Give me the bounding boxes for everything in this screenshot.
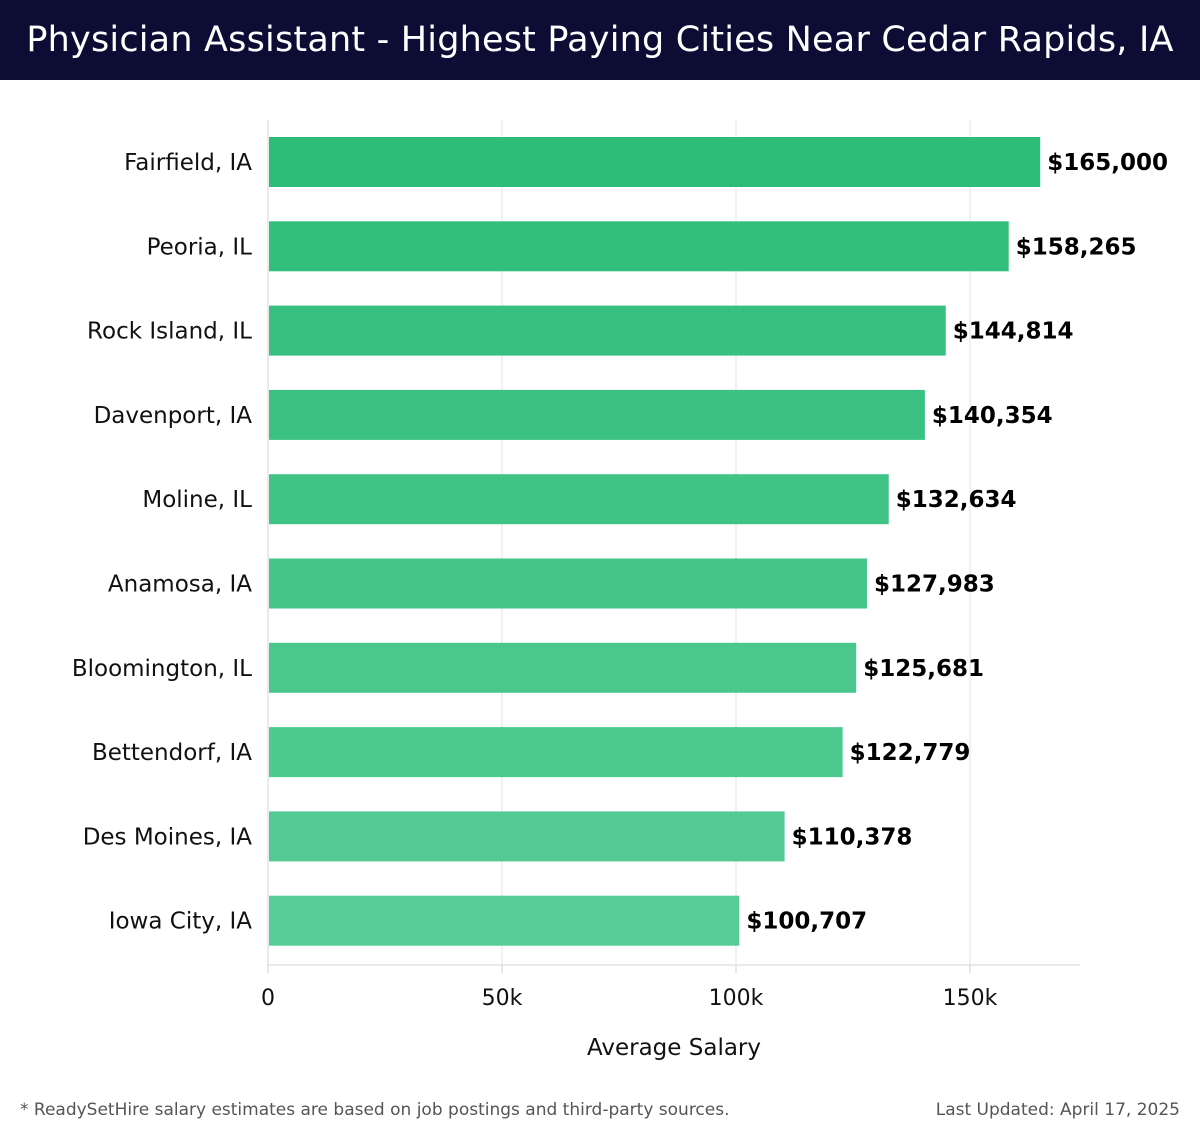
bar [269, 474, 889, 525]
bar [269, 305, 946, 356]
bars [269, 137, 1041, 946]
header-bar: Physician Assistant - Highest Paying Cit… [0, 0, 1200, 80]
category-label: Fairfield, IA [124, 150, 252, 176]
value-label: $100,707 [746, 909, 867, 935]
value-label: $158,265 [1016, 234, 1137, 260]
axes [267, 120, 1080, 973]
category-label: Anamosa, IA [108, 572, 252, 598]
category-label: Peoria, IL [147, 234, 253, 260]
x-tick-label: 150k [943, 986, 998, 1011]
chart-title: Physician Assistant - Highest Paying Cit… [26, 20, 1174, 60]
last-updated: Last Updated: April 17, 2025 [935, 1100, 1180, 1120]
bar [269, 727, 843, 778]
value-label: $127,983 [874, 572, 995, 598]
value-label: $110,378 [792, 824, 913, 850]
x-tick-label: 50k [482, 986, 523, 1011]
bar-chart: 0 50k 100k 150k Fairfield, IA $165,000 Peoria,… [72, 120, 1168, 1061]
bar [269, 895, 740, 946]
value-label: $144,814 [953, 319, 1074, 345]
x-tick-label: 0 [261, 986, 275, 1011]
category-label: Rock Island, IL [87, 319, 252, 345]
category-label: Davenport, IA [94, 403, 253, 429]
labels: 0 50k 100k 150k Fairfield, IA $165,000 Peoria,… [72, 150, 1168, 1011]
bar [269, 137, 1041, 187]
bar [269, 558, 867, 609]
category-label: Bettendorf, IA [92, 740, 252, 766]
value-label: $165,000 [1047, 150, 1168, 176]
bar [269, 811, 785, 862]
value-label: $122,779 [850, 740, 971, 766]
x-tick-label: 100k [709, 986, 764, 1011]
footer-note: * ReadySetHire salary estimates are base… [20, 1100, 730, 1120]
category-label: Moline, IL [142, 487, 252, 513]
value-label: $125,681 [863, 656, 984, 682]
x-axis-title: Average Salary [587, 1035, 761, 1061]
category-label: Des Moines, IA [83, 824, 253, 850]
category-label: Iowa City, IA [109, 909, 253, 935]
bar [269, 642, 857, 693]
value-label: $140,354 [932, 403, 1053, 429]
bar [269, 389, 925, 440]
category-label: Bloomington, IL [72, 656, 252, 682]
value-label: $132,634 [896, 487, 1017, 513]
bar [269, 221, 1009, 272]
